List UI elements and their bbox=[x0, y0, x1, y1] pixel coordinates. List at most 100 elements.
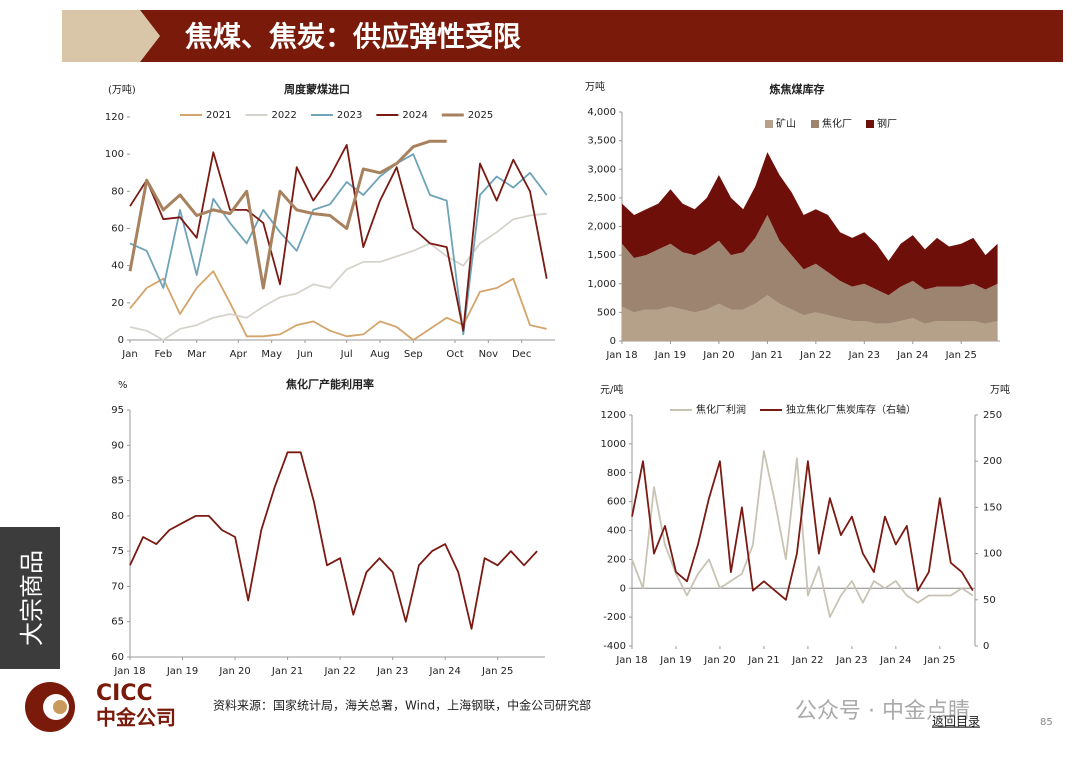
y2-tick-label: 0 bbox=[983, 641, 989, 652]
x-tick-label: Jan 24 bbox=[429, 666, 461, 677]
series-line bbox=[129, 451, 538, 630]
y-tick-label: 100 bbox=[105, 149, 124, 160]
x-tick-label: Apr bbox=[230, 349, 248, 360]
x-tick-label: Jun bbox=[296, 349, 313, 360]
y-tick-label: 400 bbox=[607, 526, 626, 537]
header-title: 焦煤、焦炭：供应弹性受限 bbox=[185, 20, 521, 53]
logo-mark bbox=[53, 700, 67, 714]
y-tick-label: 2,000 bbox=[587, 222, 616, 233]
y-axis-unit: (万吨) bbox=[108, 83, 136, 96]
x-tick-label: Jan 18 bbox=[113, 666, 145, 677]
series-line bbox=[129, 212, 547, 341]
series-line bbox=[631, 450, 974, 618]
area-segment bbox=[622, 152, 998, 296]
logo-cn: 中金公司 bbox=[96, 706, 176, 730]
x-tick-label: Jan 25 bbox=[923, 655, 955, 666]
y-tick-label: 85 bbox=[111, 476, 124, 487]
x-tick-label: Jan 18 bbox=[605, 350, 637, 361]
y-tick-label: 500 bbox=[597, 307, 616, 318]
y2-tick-label: 50 bbox=[983, 595, 996, 606]
logo-en: CICC bbox=[96, 681, 153, 706]
y-tick-label: 75 bbox=[111, 546, 124, 557]
x-tick-label: Jan 23 bbox=[835, 655, 867, 666]
y-axis-unit: % bbox=[118, 380, 128, 391]
y-tick-label: 65 bbox=[111, 617, 124, 628]
legend-swatch bbox=[811, 120, 819, 128]
y-tick-label: 80 bbox=[111, 186, 124, 197]
x-tick-label: Jan 19 bbox=[166, 666, 198, 677]
legend-label: 2023 bbox=[337, 110, 362, 121]
x-tick-label: Jan 25 bbox=[481, 666, 513, 677]
y-tick-label: 4,000 bbox=[587, 107, 616, 118]
side-tab bbox=[0, 527, 60, 669]
y2-tick-label: 150 bbox=[983, 502, 1002, 513]
y-tick-label: 20 bbox=[111, 298, 124, 309]
side-label: 大宗商品 bbox=[18, 550, 46, 646]
x-tick-label: Jan 24 bbox=[896, 350, 928, 361]
y-tick-label: 0 bbox=[620, 583, 626, 594]
x-tick-label: Jan bbox=[121, 349, 137, 360]
y-tick-label: -400 bbox=[603, 641, 626, 652]
y-tick-label: 1200 bbox=[601, 410, 626, 421]
x-tick-label: Jan 22 bbox=[791, 655, 823, 666]
header-band bbox=[140, 10, 1063, 62]
x-tick-label: Jan 19 bbox=[659, 655, 691, 666]
legend-label: 钢厂 bbox=[877, 117, 897, 130]
y-tick-label: 600 bbox=[607, 497, 626, 508]
page-number: 85 bbox=[1040, 717, 1053, 728]
series-line bbox=[128, 139, 447, 290]
x-tick-label: Jan 21 bbox=[747, 655, 779, 666]
x-tick-label: Jan 19 bbox=[654, 350, 686, 361]
y2-axis-unit: 万吨 bbox=[990, 383, 1010, 396]
legend-label: 焦化厂 bbox=[822, 117, 852, 130]
y-tick-label: 1,500 bbox=[587, 250, 616, 261]
x-tick-label: Aug bbox=[370, 349, 390, 360]
legend-label: 2021 bbox=[206, 110, 231, 121]
legend-label: 2022 bbox=[271, 110, 296, 121]
area-segment bbox=[622, 295, 998, 341]
area-segment bbox=[622, 215, 998, 324]
series-line bbox=[129, 144, 548, 332]
source-note: 资料来源：国家统计局，海关总署，Wind，上海钢联，中金公司研究部 bbox=[213, 698, 591, 713]
x-tick-label: Jan 18 bbox=[615, 655, 647, 666]
x-tick-label: Jan 20 bbox=[703, 655, 735, 666]
chart-title: 周度蒙煤进口 bbox=[284, 82, 350, 96]
y-tick-label: 90 bbox=[111, 440, 124, 451]
series-line bbox=[129, 153, 548, 336]
x-tick-label: Nov bbox=[479, 349, 499, 360]
legend-label: 矿山 bbox=[776, 117, 796, 130]
x-tick-label: Jan 25 bbox=[945, 350, 977, 361]
legend-label: 焦化厂利润 bbox=[696, 403, 746, 416]
x-tick-label: Jan 21 bbox=[751, 350, 783, 361]
x-tick-label: Jan 24 bbox=[879, 655, 911, 666]
y-tick-label: 2,500 bbox=[587, 193, 616, 204]
x-tick-label: Mar bbox=[187, 349, 207, 360]
back-link[interactable]: 返回目录 bbox=[932, 715, 980, 729]
x-tick-label: Jan 22 bbox=[323, 666, 355, 677]
x-tick-label: Jan 23 bbox=[848, 350, 880, 361]
legend-swatch bbox=[765, 120, 773, 128]
chart-title: 焦化厂产能利用率 bbox=[285, 377, 374, 391]
y-tick-label: 0 bbox=[118, 335, 124, 346]
y-tick-label: 0 bbox=[610, 336, 616, 347]
x-tick-label: Jul bbox=[340, 349, 353, 360]
y-tick-label: 3,500 bbox=[587, 136, 616, 147]
x-tick-label: Jan 22 bbox=[799, 350, 831, 361]
x-tick-label: Sep bbox=[404, 349, 423, 360]
legend-label: 2024 bbox=[402, 110, 427, 121]
watermark: 公众号 · 中金点睛 bbox=[795, 699, 970, 724]
y-tick-label: 800 bbox=[607, 468, 626, 479]
series-line bbox=[631, 460, 974, 601]
x-tick-label: May bbox=[261, 349, 282, 360]
series-line bbox=[129, 270, 547, 341]
x-tick-label: Oct bbox=[446, 349, 463, 360]
y-tick-label: 120 bbox=[105, 112, 124, 123]
y-axis-unit: 万吨 bbox=[585, 80, 605, 93]
legend-label: 2025 bbox=[468, 110, 493, 121]
y-tick-label: 60 bbox=[111, 224, 124, 235]
y-tick-label: 200 bbox=[607, 554, 626, 565]
y-tick-label: 60 bbox=[111, 652, 124, 663]
y-tick-label: 3,000 bbox=[587, 164, 616, 175]
legend-swatch bbox=[866, 120, 874, 128]
